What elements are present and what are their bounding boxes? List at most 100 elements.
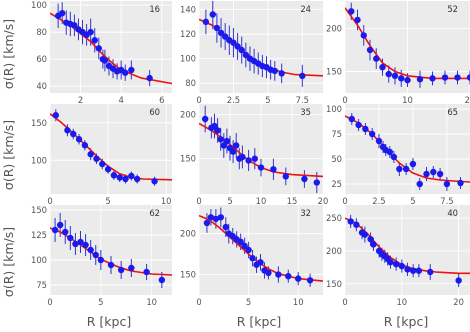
data-point — [91, 37, 98, 44]
galaxy-id-label: 16 — [149, 4, 160, 14]
plot-area — [50, 2, 172, 87]
data-point — [51, 226, 59, 234]
data-point — [404, 76, 411, 84]
panel-background — [50, 1, 172, 93]
data-point — [117, 266, 125, 274]
data-point — [457, 179, 464, 187]
data-point — [392, 260, 400, 268]
y-tick-label: 120 — [180, 29, 196, 39]
data-point — [379, 64, 386, 71]
panel-52: 0 10 20 150 200 52 — [326, 1, 470, 105]
plot-area — [199, 105, 323, 194]
galaxy-id-label: 65 — [447, 107, 458, 117]
x-tick-label: 20 — [465, 95, 470, 105]
data-point — [221, 33, 229, 40]
data-point — [62, 228, 69, 236]
y-tick-label: 100 — [31, 0, 47, 10]
y-tick-label: 40 — [36, 81, 47, 91]
data-point — [249, 254, 256, 262]
data-point — [278, 70, 285, 77]
data-point — [234, 43, 241, 50]
y-tick-label: 150 — [326, 279, 342, 289]
data-point — [238, 46, 245, 54]
data-point — [133, 175, 141, 183]
y-tick-label: 150 — [180, 270, 196, 280]
y-axis-title-row3: σ(R) [km/s] — [1, 227, 16, 297]
y-tick-label: 250 — [326, 213, 342, 223]
data-point — [207, 214, 215, 221]
data-point — [370, 241, 377, 248]
data-point — [361, 231, 369, 238]
panel-62: 0 5 10 75 100 125 150 62 — [31, 205, 172, 307]
x-tick-label: 10 — [146, 297, 157, 307]
galaxy-id-label: 60 — [149, 107, 160, 117]
galaxy-id-label: 24 — [300, 4, 311, 14]
data-point — [271, 67, 278, 75]
data-point — [245, 246, 252, 254]
panel-background — [345, 205, 470, 295]
data-point — [360, 32, 367, 39]
data-point — [362, 125, 369, 133]
y-tick-label: 75 — [331, 129, 342, 139]
data-point — [373, 55, 380, 62]
data-point — [409, 160, 417, 168]
data-point — [423, 170, 430, 178]
plot-area — [50, 109, 172, 186]
plot-area — [345, 214, 470, 288]
x-axis-title-col3: R [kpc] — [384, 314, 428, 329]
panel-32: 0 5 10 150 200 32 — [180, 205, 323, 307]
data-point — [390, 153, 398, 161]
data-point — [52, 112, 60, 119]
data-point — [213, 24, 221, 32]
x-tick-label: 10 — [256, 196, 267, 206]
data-point — [385, 70, 392, 78]
data-point — [295, 275, 302, 282]
galaxy-id-label: 62 — [149, 208, 160, 218]
data-point — [387, 258, 394, 266]
data-point — [354, 16, 361, 24]
data-point — [95, 45, 103, 52]
x-tick-label: 0 — [196, 95, 201, 105]
x-tick-label: 2.5 — [227, 95, 240, 105]
x-tick-label: 10 — [402, 95, 413, 105]
data-point — [64, 127, 71, 134]
data-point — [270, 166, 277, 173]
data-point — [306, 277, 314, 284]
data-point — [71, 22, 78, 29]
y-tick-label: 200 — [326, 246, 342, 256]
data-point — [409, 267, 417, 274]
panel-background — [50, 205, 172, 295]
y-axis-title-row2: σ(R) [km/s] — [1, 120, 16, 190]
panel-16: 2 4 6 40 60 80 100 16 — [31, 0, 172, 105]
x-tick-label: 7.5 — [296, 95, 309, 105]
data-point — [158, 276, 166, 284]
data-point — [391, 72, 399, 80]
y-tick-label: 25 — [331, 179, 342, 189]
data-point — [265, 269, 272, 277]
data-point — [128, 264, 135, 272]
data-point — [222, 223, 229, 231]
data-point — [59, 9, 66, 17]
data-point — [398, 262, 406, 270]
y-axis-title-row1: σ(R) [km/s] — [1, 19, 16, 89]
data-point — [104, 166, 112, 173]
data-point — [217, 29, 225, 37]
fit-curve — [199, 214, 323, 282]
data-point — [415, 267, 423, 274]
x-tick-label: 0 — [196, 196, 201, 206]
galaxy-id-label: 35 — [300, 107, 311, 117]
data-point — [92, 251, 99, 259]
data-point — [233, 142, 240, 149]
panel-background — [345, 104, 470, 194]
data-point — [455, 277, 462, 284]
data-point — [56, 221, 64, 229]
data-point — [146, 74, 153, 82]
data-point — [217, 136, 224, 143]
data-point — [368, 130, 376, 138]
x-tick-label: 10 — [293, 297, 304, 307]
x-tick-label: 0 — [342, 95, 347, 105]
data-point — [70, 130, 77, 138]
x-tick-label: 5 — [410, 196, 415, 206]
x-tick-label: 10 — [396, 297, 407, 307]
